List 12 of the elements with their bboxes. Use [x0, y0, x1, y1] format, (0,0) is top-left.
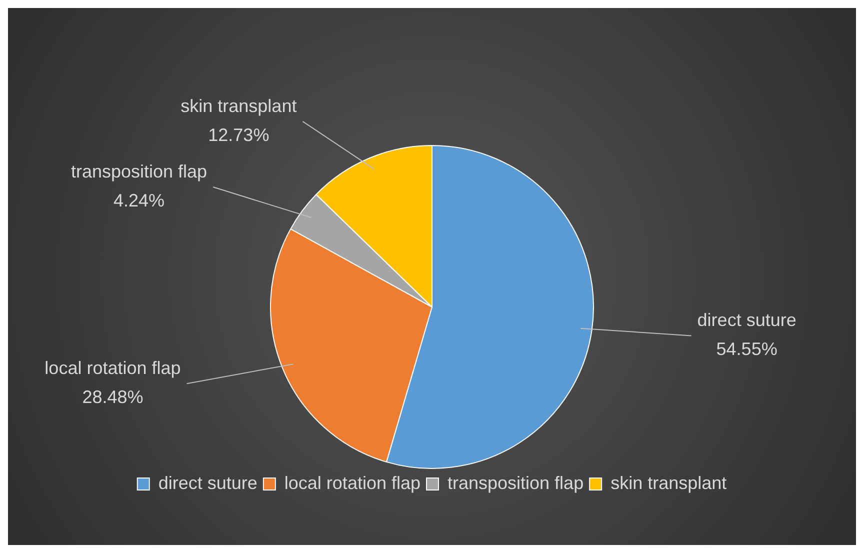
data-label: 28.48% — [82, 387, 144, 408]
slice-label: transposition flap — [70, 162, 208, 182]
slice-label: local rotation flap — [44, 358, 181, 378]
data-label: 4.24% — [113, 190, 165, 210]
legend-label: direct suture — [158, 472, 258, 493]
slice-label: skin transplant — [180, 96, 297, 116]
legend-label: local rotation flap — [284, 472, 421, 493]
data-label: 54.55% — [716, 339, 778, 360]
slice-label: direct suture — [697, 310, 796, 330]
legend-label: skin transplant — [610, 472, 727, 493]
data-label: 12.73% — [208, 124, 270, 145]
legend-label: transposition flap — [447, 472, 584, 493]
